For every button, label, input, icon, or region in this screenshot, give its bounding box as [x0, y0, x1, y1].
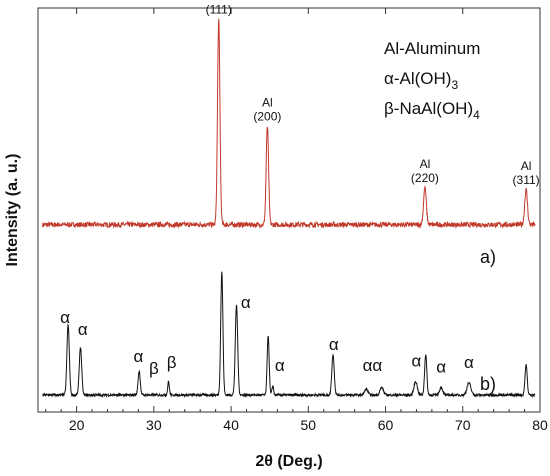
phase-label: α — [78, 320, 88, 339]
x-axis-ticks: 20 30 40 50 60 70 80 — [45, 8, 548, 433]
y-axis-title: Intensity (a. u.) — [4, 154, 21, 267]
x-axis-title: 2θ (Deg.) — [255, 453, 322, 470]
x-tick-label: 60 — [378, 417, 394, 433]
x-tick-label: 20 — [69, 417, 85, 433]
phase-label: α — [241, 293, 251, 312]
series-line-a — [42, 18, 536, 230]
phase-label: α — [329, 335, 339, 354]
phase-label: α — [275, 356, 285, 375]
legend-line-beta: β-NaAl(OH)4 — [384, 99, 480, 122]
peak-label-al: Al — [420, 157, 431, 171]
phase-label: α — [133, 347, 143, 366]
peak-label-al: Al — [521, 159, 532, 173]
trace-label-a: a) — [480, 247, 496, 267]
peak-label-hkl: (200) — [253, 109, 281, 123]
legend-line-aluminum: Al-Aluminum — [384, 39, 480, 58]
peak-label-hkl: (111) — [206, 3, 232, 17]
series-line-b — [42, 271, 536, 399]
phase-label: αα — [363, 356, 383, 375]
peak-labels-layer: Al(111)Al(200)Al(220)Al(311)αααββααααααα… — [60, 0, 540, 378]
phase-label: β — [167, 353, 177, 372]
legend-line-alpha: α-Al(OH)3 — [384, 69, 458, 92]
plot-frame — [37, 7, 541, 413]
phase-label: α — [464, 353, 474, 372]
phase-label: α — [60, 308, 70, 327]
peak-label-hkl: (220) — [411, 171, 439, 185]
x-tick-label: 40 — [223, 417, 239, 433]
x-tick-label: 30 — [146, 417, 162, 433]
phase-label: α — [412, 352, 422, 371]
trace-label-b: b) — [480, 374, 496, 394]
legend: Al-Aluminum α-Al(OH)3 β-NaAl(OH)4 — [384, 39, 480, 122]
peak-label-hkl: (311) — [513, 173, 540, 187]
x-tick-label: 50 — [301, 417, 317, 433]
phase-label: β — [149, 359, 159, 378]
x-tick-label: 80 — [532, 417, 548, 433]
peak-label-al: Al — [262, 95, 273, 109]
x-tick-label: 70 — [455, 417, 471, 433]
series-layer — [42, 18, 536, 399]
phase-label: α — [436, 358, 446, 377]
peak-label-al: Al — [213, 0, 224, 3]
